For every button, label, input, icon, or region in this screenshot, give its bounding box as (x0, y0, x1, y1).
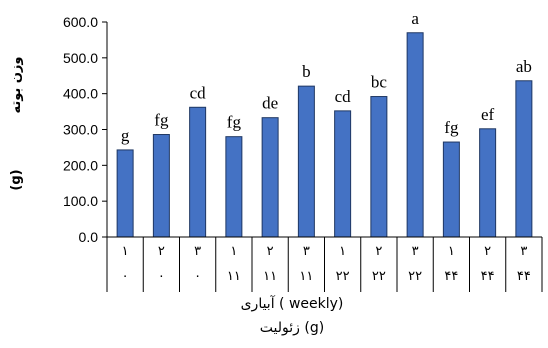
y-tick-label: 100.0 (63, 193, 98, 209)
x-category-zeolite: ۰ (158, 269, 165, 284)
x-category-zeolite: ۰ (194, 269, 201, 284)
x-category-irrigation: ۲ (375, 244, 382, 259)
bar (116, 149, 134, 238)
x-category-irrigation: ۳ (520, 244, 527, 259)
x-category-irrigation: ۲ (158, 244, 165, 259)
x-category-irrigation: ۳ (412, 244, 419, 259)
bar (370, 96, 388, 238)
bars (116, 32, 533, 238)
bar-letter-label: cd (190, 83, 207, 102)
x-axis-label-zeolite: زئولیت (g) (260, 320, 324, 336)
x-category-irrigation: ۱ (122, 244, 129, 259)
y-tick-label: 600.0 (63, 14, 98, 30)
bar (225, 136, 243, 238)
x-category-zeolite: ۴۴ (481, 269, 495, 284)
y-axis-label-unit: (g) (9, 169, 24, 190)
bar-letter-label: fg (444, 118, 459, 137)
x-category-zeolite: ۴۴ (444, 269, 458, 284)
y-axis-label: وزن بوته (g) (9, 57, 24, 191)
bar-letter-label: g (121, 126, 130, 145)
y-tick-label: 500.0 (63, 50, 98, 66)
x-category-irrigation: ۲ (484, 244, 491, 259)
bar-letter-label: fg (154, 111, 169, 130)
bar (189, 106, 207, 238)
bar-letter-label: de (262, 94, 278, 113)
x-category-irrigation: ۱ (230, 244, 237, 259)
bar (152, 134, 170, 238)
x-category-zeolite: ۲۲ (372, 269, 386, 284)
x-category-zeolite: ۱۱ (299, 269, 313, 284)
bar-letter-label: a (411, 9, 419, 28)
x-category-zeolite: ۱۱ (227, 269, 241, 284)
y-axis-label-title: وزن بوته (9, 57, 24, 114)
x-category-irrigation: ۳ (303, 244, 310, 259)
x-category-zeolite: ۴۴ (517, 269, 531, 284)
bar (297, 85, 315, 238)
x-category-zeolite: ۲۲ (336, 269, 350, 284)
x-category-zeolite: ۰ (122, 269, 129, 284)
x-category-zeolite: ۲۲ (408, 269, 422, 284)
y-axis: 0.0 100.0 200.0 300.0 400.0 500.0 600.0 (63, 14, 108, 245)
y-tick-label: 0.0 (79, 229, 99, 245)
bar (406, 32, 424, 238)
bar-letter-label: fg (227, 113, 242, 132)
bar (515, 80, 533, 238)
x-category-zeolite: ۱۱ (263, 269, 277, 284)
x-axis-label-irrigation: آبیاری ( weekly) (241, 295, 344, 312)
bar-letter-label: bc (371, 73, 388, 92)
x-category-irrigation: ۱ (448, 244, 455, 259)
y-tick-label: 200.0 (63, 157, 98, 173)
x-category-irrigation: ۳ (194, 244, 201, 259)
bar-letter-label: b (302, 62, 311, 81)
x-category-irrigation: ۲ (267, 244, 274, 259)
y-tick-label: 300.0 (63, 122, 98, 138)
bar (261, 117, 279, 238)
bar-letter-label: cd (335, 87, 352, 106)
y-tick-label: 400.0 (63, 86, 98, 102)
bar (479, 128, 497, 238)
bar (442, 141, 460, 238)
bar-letter-label: ab (516, 57, 532, 76)
bar (334, 110, 352, 238)
bar-letter-label: ef (481, 105, 495, 124)
x-category-irrigation: ۱ (339, 244, 346, 259)
